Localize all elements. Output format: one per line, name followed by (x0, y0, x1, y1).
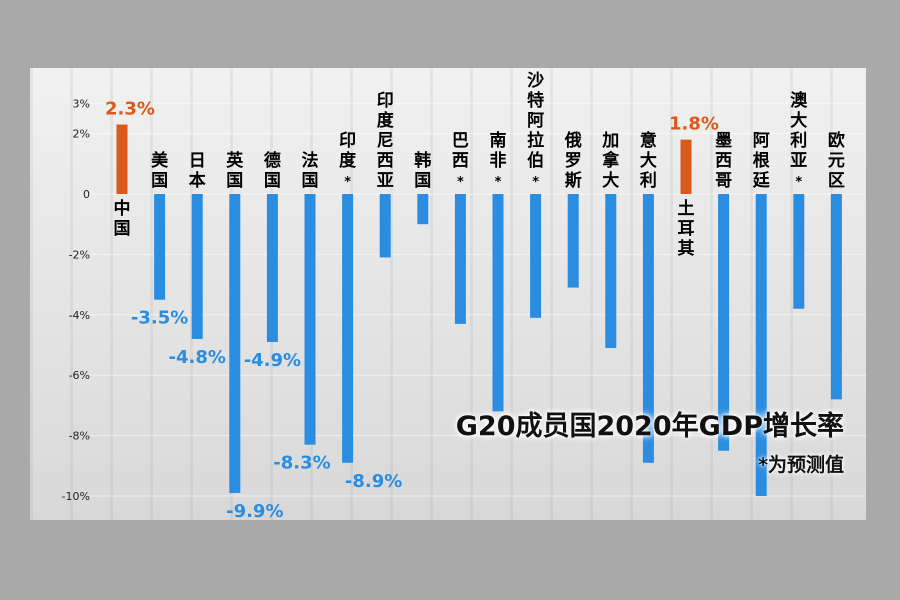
bar (342, 194, 354, 463)
bar (718, 194, 730, 451)
bar (793, 194, 805, 309)
bar (266, 194, 278, 342)
category-label: 德国 (264, 150, 281, 191)
value-label: -4.9% (244, 350, 301, 371)
y-tick-label: 0 (83, 188, 90, 201)
category-label: 澳大利亚* (790, 90, 808, 190)
bar (680, 139, 692, 194)
value-label: -8.9% (345, 471, 402, 492)
category-label: 日本 (189, 151, 206, 191)
value-label: -3.5% (131, 308, 188, 329)
category-label: 中国 (114, 198, 131, 239)
chart-frame: 3% 2% 0 -2% -4% -6% -8% -10% 中国 2.3% 美国 -3.5% 日本 -4.8… (30, 68, 866, 520)
bar (229, 194, 241, 493)
bar (492, 194, 504, 412)
category-label: 土耳其 (678, 198, 695, 259)
chart: 3% 2% 0 -2% -4% -6% -8% -10% 中国 2.3% 美国 -3.5% 日本 -4.8… (62, 71, 866, 520)
category-label: 欧元区 (828, 130, 845, 191)
value-label: -8.3% (273, 453, 330, 474)
bar (454, 194, 466, 324)
category-label: 沙特阿拉伯* (527, 71, 544, 190)
bar (154, 194, 166, 300)
y-tick-label: -10% (62, 490, 90, 503)
y-tick-label: -4% (69, 309, 90, 322)
category-label: 南非* (490, 130, 507, 190)
y-tick-label: -2% (69, 248, 90, 261)
y-tick-label: 3% (73, 97, 90, 110)
bar (567, 194, 579, 288)
value-label: -4.8% (168, 347, 225, 368)
bar (605, 194, 617, 349)
category-label: 法国 (302, 150, 319, 191)
y-tick-label: -6% (69, 369, 90, 382)
value-label: 2.3% (105, 99, 155, 120)
category-label: 墨西哥 (715, 131, 732, 191)
y-tick-label: 2% (73, 128, 90, 141)
bar (530, 194, 542, 318)
bar (755, 194, 767, 496)
bar (379, 194, 391, 258)
bar (191, 194, 203, 339)
category-label: 韩国 (414, 150, 431, 191)
chart-note: *为预测值 (758, 454, 844, 476)
category-label: 印度尼西亚 (377, 91, 395, 191)
category-label: 美国 (151, 150, 169, 191)
category-label: 阿根廷 (752, 131, 771, 191)
chart-title: G20成员国2020年GDP增长率 (455, 411, 844, 442)
category-label: 加拿大 (601, 131, 620, 191)
bar (304, 194, 316, 445)
category-label: 英国 (226, 150, 244, 191)
category-label: 意大利 (640, 130, 657, 191)
value-label: 1.8% (669, 114, 719, 135)
category-label: 巴西* (452, 131, 469, 190)
category-label: 俄罗斯 (564, 130, 582, 191)
bar (830, 194, 842, 400)
value-label: -9.9% (226, 501, 283, 520)
bar (417, 194, 429, 225)
bar (642, 194, 654, 463)
category-label: 印度* (339, 131, 357, 190)
y-tick-label: -8% (69, 430, 90, 443)
bar (116, 124, 128, 194)
